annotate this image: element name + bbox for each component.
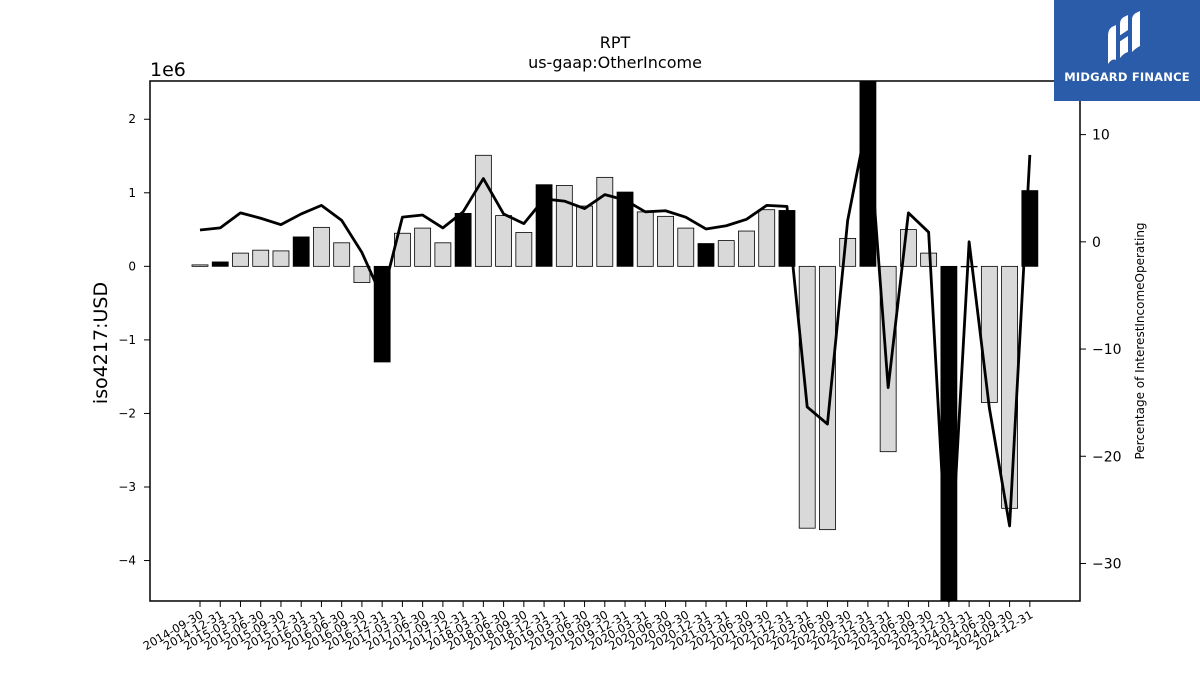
logo-text: MIDGARD FINANCE [1064,70,1190,84]
y-tick-label: −1 [118,333,136,347]
plot-frame [149,80,1081,602]
y-tick-label: 1 [128,186,136,200]
bar-2015-09-30 [272,250,290,267]
chart-subtitle: us-gaap:OtherIncome [528,53,702,72]
bar-2022-09-30 [839,237,857,267]
y2-tick-label: −10 [1092,342,1122,358]
x-axis: 2014-09-302014-12-312015-03-312015-06-30… [141,601,1035,653]
bar-2018-12-31 [535,184,553,267]
y2-tick-label: 0 [1092,235,1101,251]
y-tick-label: 2 [128,112,136,126]
y-axis: −4 −3 −2 −1 0 1 2 [118,112,150,568]
bar-2017-06-30 [414,227,432,267]
bar-2014-09-30 [191,264,209,267]
y-offset-text: 1e6 [150,59,186,81]
bar-2015-06-30 [252,249,270,267]
y2-tick-label: −30 [1092,556,1122,572]
y2-axis: −30 −20 −10 0 10 [1080,128,1122,572]
bar-2018-09-30 [515,232,533,267]
y-tick-label: 0 [128,259,136,273]
bar-2021-06-30 [738,230,755,267]
y-axis-label: iso4217:USD [90,282,112,404]
bar-2015-12-31 [292,236,310,267]
percentage-line [199,116,1032,603]
chart-title: RPT [600,33,631,52]
bar-2015-03-31 [232,252,249,267]
bar-2016-03-31 [313,226,330,267]
bar-2014-12-31 [211,261,229,267]
bar-2023-03-31 [879,265,897,453]
logo-mark-icon [1108,11,1140,64]
bar-2017-12-31 [454,212,472,267]
bar-2024-09-30 [1001,265,1018,509]
bar-2023-12-31 [940,265,958,602]
bar-2019-06-30 [576,205,593,267]
bar-2018-03-31 [474,154,492,267]
bars-group [191,80,1039,602]
bar-2018-06-30 [495,215,513,267]
y-tick-label: −2 [118,406,136,420]
bar-2024-06-30 [980,265,998,403]
bar-2020-03-31 [636,211,654,267]
line-group [199,116,1032,603]
y2-axis-label: Percentage of InterestIncomeOperating [1133,222,1147,459]
bar-2019-12-31 [616,191,634,267]
bar-2020-12-31 [697,243,715,267]
bar-2016-09-30 [353,265,371,283]
bar-2021-03-31 [717,240,735,267]
bar-2021-09-30 [758,209,776,267]
y2-tick-label: 10 [1092,128,1110,144]
bar-2016-06-30 [333,242,351,267]
bar-2017-09-30 [434,242,452,267]
bar-2019-09-30 [596,176,614,267]
bar-2020-06-30 [657,215,674,267]
y2-tick-label: −20 [1092,449,1122,465]
y-tick-label: −4 [118,554,136,568]
bar-2020-09-30 [677,227,695,267]
y-tick-label: −3 [118,480,136,494]
bar-2022-06-30 [819,265,836,531]
bar-2019-03-31 [555,185,573,267]
midgard-finance-logo: MIDGARD FINANCE [1054,0,1200,101]
